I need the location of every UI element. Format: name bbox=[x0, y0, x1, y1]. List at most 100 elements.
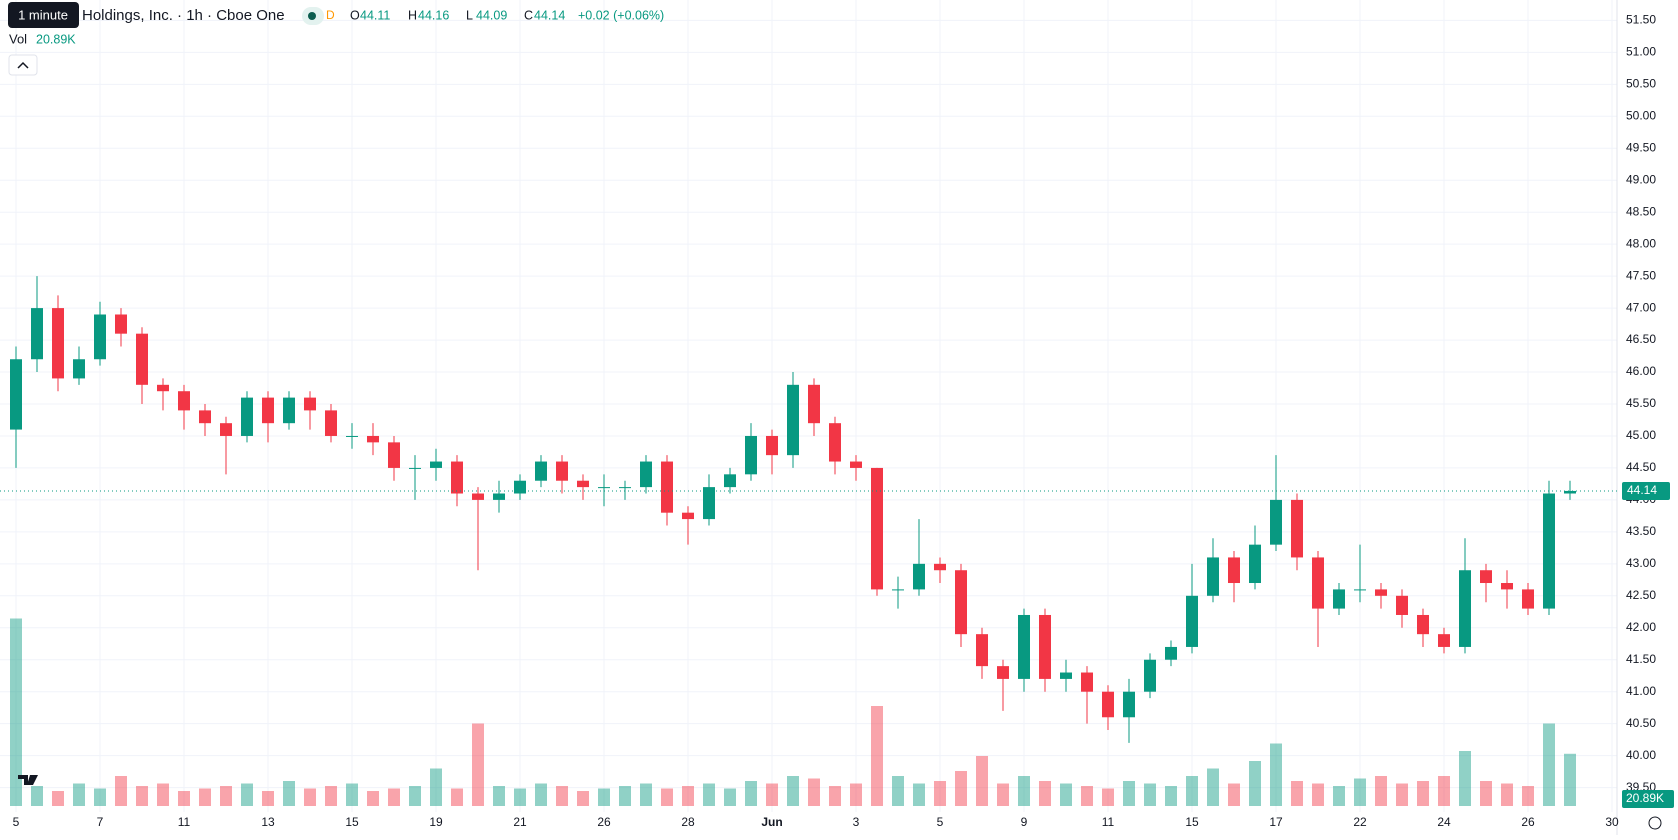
collapse-button[interactable] bbox=[8, 54, 38, 76]
x-tick-label: 7 bbox=[97, 815, 104, 829]
volume-bar bbox=[703, 783, 715, 806]
candle-body bbox=[976, 634, 988, 667]
y-tick-label: 45.00 bbox=[1626, 428, 1656, 442]
candle-body bbox=[955, 570, 967, 635]
ohlc-key: L bbox=[466, 8, 473, 22]
candle-body bbox=[640, 461, 652, 488]
volume-bar bbox=[157, 783, 169, 806]
volume-bar bbox=[409, 786, 421, 806]
candle-body bbox=[1102, 691, 1114, 718]
candle-body bbox=[73, 359, 85, 379]
candle-body bbox=[871, 467, 883, 590]
volume-bar bbox=[871, 706, 883, 806]
volume-badge bbox=[1622, 790, 1674, 808]
candle-body bbox=[1438, 634, 1450, 647]
volume-bar bbox=[1270, 743, 1282, 806]
y-tick-label: 48.00 bbox=[1626, 236, 1656, 250]
volume-bar bbox=[619, 786, 631, 806]
candle-body bbox=[409, 467, 421, 469]
y-tick-label: 48.50 bbox=[1626, 204, 1656, 218]
volume-bar bbox=[115, 776, 127, 806]
last-price-badge bbox=[1622, 481, 1670, 500]
x-tick-label: 3 bbox=[853, 815, 860, 829]
volume-badge-label: 20.89K bbox=[1626, 791, 1664, 805]
candle-body bbox=[892, 589, 904, 591]
volume-bar bbox=[241, 783, 253, 806]
y-tick-label: 46.00 bbox=[1626, 364, 1656, 378]
status-dot bbox=[308, 12, 316, 20]
candle-body bbox=[1312, 557, 1324, 609]
volume-value: 20.89K bbox=[36, 32, 76, 46]
volume-bar bbox=[766, 783, 778, 806]
volume-bar bbox=[1480, 781, 1492, 806]
volume-label: Vol bbox=[9, 31, 27, 46]
volume-bar bbox=[1018, 776, 1030, 806]
candle-body bbox=[619, 487, 631, 489]
candle-body bbox=[1291, 499, 1303, 558]
candle-body bbox=[430, 461, 442, 468]
candle-body bbox=[1060, 672, 1072, 679]
y-tick-label: 43.00 bbox=[1626, 556, 1656, 570]
candle-body bbox=[451, 461, 463, 494]
x-tick-label: 22 bbox=[1353, 815, 1367, 829]
candle-body bbox=[1144, 659, 1156, 692]
y-tick-label: 42.50 bbox=[1626, 588, 1656, 602]
candle-body bbox=[52, 308, 64, 379]
volume-bar bbox=[745, 781, 757, 806]
volume-bar bbox=[829, 786, 841, 806]
candle-body bbox=[661, 461, 673, 513]
candle-body bbox=[1186, 595, 1198, 647]
candle-body bbox=[829, 423, 841, 462]
volume-bar bbox=[430, 768, 442, 806]
ohlc-value: 44.09 bbox=[476, 8, 507, 22]
candle-body bbox=[535, 461, 547, 481]
candle-body bbox=[262, 397, 274, 424]
volume-bar bbox=[178, 791, 190, 806]
volume-bar bbox=[997, 783, 1009, 806]
volume-bar bbox=[976, 756, 988, 806]
y-tick-label: 47.50 bbox=[1626, 268, 1656, 282]
settings-icon[interactable] bbox=[1648, 816, 1662, 830]
volume-bar bbox=[556, 786, 568, 806]
volume-bar bbox=[1102, 788, 1114, 806]
candle-body bbox=[598, 487, 610, 489]
candle-body bbox=[94, 314, 106, 360]
volume-bar bbox=[1081, 786, 1093, 806]
volume-bar bbox=[682, 786, 694, 806]
candle-body bbox=[178, 391, 190, 411]
candle-body bbox=[1333, 589, 1345, 609]
last-price-label: 44.14 bbox=[1627, 483, 1657, 497]
y-tick-label: 41.00 bbox=[1626, 684, 1656, 698]
candle-body bbox=[682, 512, 694, 520]
symbol-title[interactable]: Holdings, Inc. · 1h · Cboe One bbox=[82, 7, 285, 24]
candle-body bbox=[1396, 595, 1408, 615]
volume-bar bbox=[577, 791, 589, 806]
candle-body bbox=[577, 480, 589, 488]
candle-body bbox=[1081, 672, 1093, 692]
y-tick-label: 40.00 bbox=[1626, 748, 1656, 762]
volume-bar bbox=[913, 783, 925, 806]
y-tick-label: 50.50 bbox=[1626, 77, 1656, 91]
collapse-icon bbox=[17, 61, 29, 69]
volume-bar bbox=[1060, 783, 1072, 806]
x-tick-label: 26 bbox=[597, 815, 611, 829]
candle-body bbox=[1228, 557, 1240, 584]
candle-body bbox=[1564, 490, 1576, 494]
volume-bar bbox=[1207, 768, 1219, 806]
volume-bar bbox=[1354, 778, 1366, 806]
volume-bar bbox=[493, 786, 505, 806]
volume-bar bbox=[1522, 786, 1534, 806]
x-tick-label: Jun bbox=[761, 815, 782, 829]
volume-bar bbox=[892, 776, 904, 806]
volume-bar bbox=[325, 786, 337, 806]
ohlc-key: H bbox=[408, 8, 417, 22]
x-tick-label: 11 bbox=[178, 815, 191, 829]
x-tick-label: 21 bbox=[513, 815, 527, 829]
volume-bar bbox=[367, 791, 379, 806]
volume-bar bbox=[1543, 723, 1555, 806]
candle-body bbox=[283, 397, 295, 424]
volume-bar bbox=[1039, 781, 1051, 806]
volume-bar bbox=[640, 783, 652, 806]
volume-bar bbox=[724, 788, 736, 806]
